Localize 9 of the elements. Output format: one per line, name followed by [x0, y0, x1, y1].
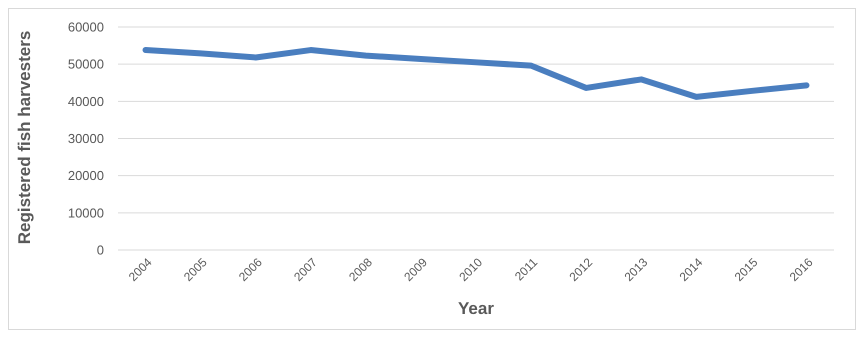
y-tick-label: 10000: [68, 205, 104, 220]
y-tick-label: 30000: [68, 131, 104, 146]
y-tick-label: 60000: [68, 20, 104, 35]
y-tick-label: 50000: [68, 56, 104, 72]
x-axis-title: Year: [458, 299, 494, 318]
y-tick-label: 0: [96, 242, 104, 258]
y-axis-title: Registered fish harvesters: [15, 30, 34, 244]
y-tick-label: 40000: [68, 94, 104, 109]
y-tick-label: 20000: [68, 168, 104, 184]
